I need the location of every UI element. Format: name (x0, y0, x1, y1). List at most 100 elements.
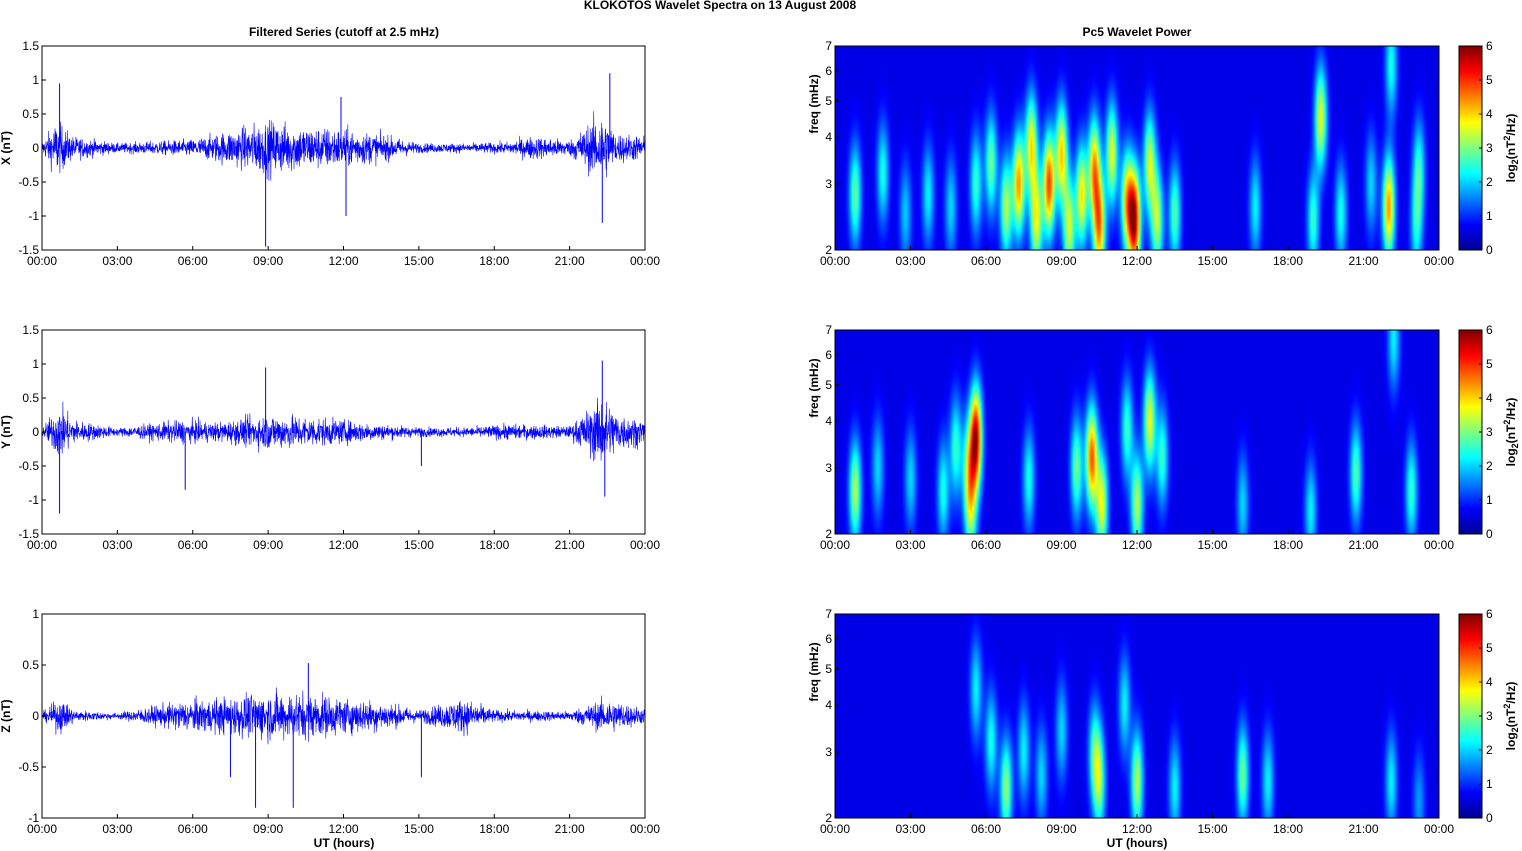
series-y-ytick-label: -1.5 (18, 527, 39, 541)
wavelet-x-ylabel: freq (mHz) (807, 74, 821, 133)
wavelet-z-colorbar-tick-label: 6 (1486, 607, 1493, 621)
wavelet-z-xtick-label: 06:00 (971, 822, 1001, 836)
wavelet-z-ytick-label: 4 (825, 698, 832, 712)
wavelet-y-ylabel: freq (mHz) (807, 358, 821, 417)
series-z-ylabel: Z (nT) (0, 699, 13, 732)
wavelet-x-colorbar-tick-label: 3 (1486, 141, 1493, 155)
series-y-ytick-label: 0.5 (22, 391, 39, 405)
wavelet-x-colorbar-tick-label: 0 (1486, 243, 1493, 257)
wavelet-z-colorbar (1458, 613, 1483, 819)
wavelet-z-ytick-label: 7 (825, 607, 832, 621)
x-axis-label-left: UT (hours) (314, 836, 375, 850)
wavelet-x-colorbar-tick-label: 5 (1486, 73, 1493, 87)
wavelet-z-colorbar-label: log2(nT2/Hz) (1502, 682, 1520, 751)
series-x-xtick-label: 00:00 (630, 254, 660, 268)
wavelet-x-ytick-label: 6 (825, 64, 832, 78)
wavelet-y-ytick-label: 5 (825, 378, 832, 392)
series-x-ytick-label: -1.5 (18, 243, 39, 257)
series-y-line (41, 397, 646, 462)
wavelet-y-ytick-label: 6 (825, 348, 832, 362)
wavelet-y-colorbar-tick-label: 6 (1486, 323, 1493, 337)
series-z-xtick-label: 09:00 (253, 822, 283, 836)
series-z-xtick-label: 03:00 (102, 822, 132, 836)
series-z-xtick-label: 00:00 (27, 822, 57, 836)
series-x-xtick-label: 18:00 (479, 254, 509, 268)
wavelet-y-xtick-label: 09:00 (1046, 538, 1076, 552)
wavelet-z-xtick-label: 00:00 (820, 822, 850, 836)
wavelet-x-xtick-label: 00:00 (820, 254, 850, 268)
series-y-ytick-label: 1 (32, 357, 39, 371)
series-y-xtick-label: 18:00 (479, 538, 509, 552)
series-x-xtick-label: 21:00 (555, 254, 585, 268)
wavelet-z-colorbar-tick-label: 2 (1486, 743, 1493, 757)
wavelet-y-heatmap (835, 330, 1439, 534)
wavelet-y-xtick-label: 18:00 (1273, 538, 1303, 552)
series-x-xtick-label: 06:00 (178, 254, 208, 268)
series-x-ytick-label: -1 (28, 209, 39, 223)
wavelet-x-xtick-label: 21:00 (1348, 254, 1378, 268)
wavelet-y-xtick-label: 21:00 (1348, 538, 1378, 552)
left-column-title: Filtered Series (cutoff at 2.5 mHz) (249, 25, 439, 39)
wavelet-y-xtick-label: 00:00 (1424, 538, 1454, 552)
series-z-xtick-label: 15:00 (404, 822, 434, 836)
wavelet-z-xtick-label: 00:00 (1424, 822, 1454, 836)
series-x-xtick-label: 12:00 (328, 254, 358, 268)
wavelet-y-colorbar-tick-label: 5 (1486, 357, 1493, 371)
series-y-xtick-label: 21:00 (555, 538, 585, 552)
wavelet-y-xtick-label: 06:00 (971, 538, 1001, 552)
series-x-ytick-label: 1.5 (22, 39, 39, 53)
wavelet-x-xtick-label: 18:00 (1273, 254, 1303, 268)
series-x-xtick-label: 15:00 (404, 254, 434, 268)
suptitle: KLOKOTOS Wavelet Spectra on 13 August 20… (584, 0, 857, 12)
wavelet-z-colorbar-tick-label: 3 (1486, 709, 1493, 723)
wavelet-z-ytick-label: 6 (825, 632, 832, 646)
series-y-xtick-label: 00:00 (630, 538, 660, 552)
wavelet-z-xtick-label: 03:00 (895, 822, 925, 836)
wavelet-x-xtick-label: 03:00 (895, 254, 925, 268)
wavelet-x-ytick-label: 2 (825, 243, 832, 257)
series-y-xtick-label: 00:00 (27, 538, 57, 552)
wavelet-y-colorbar-tick-label: 2 (1486, 459, 1493, 473)
panels: -1.5-1-0.500.511.500:00 03:00 06:00 09:00 12… (0, 39, 1520, 836)
wavelet-z-colorbar-tick-label: 1 (1486, 777, 1493, 791)
wavelet-y-ytick-label: 7 (825, 323, 832, 337)
wavelet-x-ytick-label: 5 (825, 94, 832, 108)
wavelet-x-colorbar-label: log2(nT2/Hz) (1502, 114, 1520, 183)
wavelet-x-heatmap (835, 46, 1439, 250)
wavelet-z-ytick-label: 5 (825, 662, 832, 676)
series-y-xtick-label: 06:00 (178, 538, 208, 552)
wavelet-x-colorbar (1458, 45, 1483, 251)
wavelet-y-xtick-label: 00:00 (820, 538, 850, 552)
series-x-ylabel: X (nT) (0, 131, 13, 165)
wavelet-y-colorbar-tick-label: 4 (1486, 391, 1493, 405)
series-z-xtick-label: 12:00 (328, 822, 358, 836)
wavelet-z-xtick-label: 18:00 (1273, 822, 1303, 836)
wavelet-y-xtick-label: 12:00 (1122, 538, 1152, 552)
series-z-ytick-label: 0.5 (22, 658, 39, 672)
series-z-ytick-label: 0 (32, 709, 39, 723)
wavelet-z-xtick-label: 09:00 (1046, 822, 1076, 836)
wavelet-x-ytick-label: 3 (825, 177, 832, 191)
wavelet-x-colorbar-tick-label: 4 (1486, 107, 1493, 121)
wavelet-z-heatmap (835, 614, 1439, 818)
series-z-ytick-label: -0.5 (18, 760, 39, 774)
wavelet-y-colorbar-tick-label: 0 (1486, 527, 1493, 541)
series-x-xtick-label: 00:00 (27, 254, 57, 268)
series-y-xtick-label: 15:00 (404, 538, 434, 552)
series-z-xtick-label: 21:00 (555, 822, 585, 836)
wavelet-y-colorbar-tick-label: 1 (1486, 493, 1493, 507)
wavelet-y-colorbar (1458, 329, 1483, 535)
series-x-ytick-label: 0 (32, 141, 39, 155)
wavelet-z-colorbar-tick-label: 0 (1486, 811, 1493, 825)
series-y-xtick-label: 03:00 (102, 538, 132, 552)
series-z-line (41, 687, 646, 745)
x-axis-label-right: UT (hours) (1107, 836, 1168, 850)
right-column-title: Pc5 Wavelet Power (1083, 25, 1192, 39)
series-y-ytick-label: 0 (32, 425, 39, 439)
series-x-ytick-label: -0.5 (18, 175, 39, 189)
series-x-ytick-label: 1 (32, 73, 39, 87)
series-y-ytick-label: 1.5 (22, 323, 39, 337)
series-y-ytick-label: -0.5 (18, 459, 39, 473)
wavelet-z-xtick-label: 15:00 (1197, 822, 1227, 836)
wavelet-z-ylabel: freq (mHz) (807, 642, 821, 701)
